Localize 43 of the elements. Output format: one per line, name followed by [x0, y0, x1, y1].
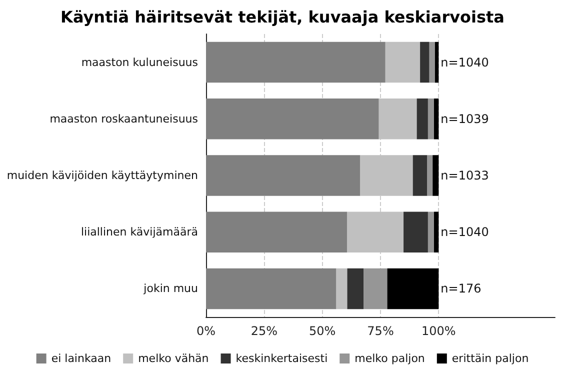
bar: [428, 212, 434, 252]
legend-label: melko paljon: [354, 352, 425, 365]
legend-label: melko vähän: [138, 352, 209, 365]
annotation: n=1040: [440, 55, 489, 70]
x-tick-label: 100%: [422, 324, 456, 338]
bar: [416, 98, 428, 140]
y-tick-label: jokin muu: [142, 282, 198, 296]
annotation: n=1040: [440, 225, 489, 240]
bar: [434, 42, 439, 83]
bar: [206, 155, 360, 196]
bar: [206, 212, 347, 252]
x-tick-label: 0%: [196, 324, 216, 338]
bar: [434, 98, 439, 140]
bar: [432, 155, 439, 196]
y-tick-label: muiden kävijöiden käyttäytyminen: [6, 169, 198, 182]
x-tick-label: 75%: [367, 324, 394, 338]
chart-title: Käyntiä häiritsevät tekijät, kuvaaja keskiarvoista: [60, 8, 504, 26]
bar: [429, 42, 435, 83]
bar: [385, 42, 420, 83]
bar: [387, 268, 439, 310]
bar: [206, 268, 336, 310]
legend-label: ei lainkaan: [51, 352, 112, 365]
legend-label: erittäin paljon: [452, 352, 529, 365]
y-tick-label: maaston roskaantuneisuus: [50, 112, 198, 126]
bar: [412, 155, 428, 196]
bar: [347, 268, 364, 310]
x-tick-label: 25%: [250, 324, 278, 338]
bar: [434, 212, 439, 252]
bar: [206, 42, 386, 83]
y-tick-label: maaston kuluneisuus: [81, 56, 198, 69]
legend-label: keskinkertaisesti: [236, 352, 328, 365]
annotation: n=1039: [440, 112, 489, 126]
bar: [427, 155, 433, 196]
annotation: n=176: [440, 282, 482, 296]
bar: [420, 42, 430, 83]
x-tick-label: 50%: [308, 324, 336, 338]
bar: [206, 98, 379, 140]
bar: [404, 212, 428, 252]
annotation: n=1033: [440, 168, 489, 182]
y-tick-label: liiallinen kävijämäärä: [80, 226, 198, 239]
bar: [364, 268, 388, 310]
bar: [428, 98, 434, 140]
bar: [336, 268, 348, 310]
